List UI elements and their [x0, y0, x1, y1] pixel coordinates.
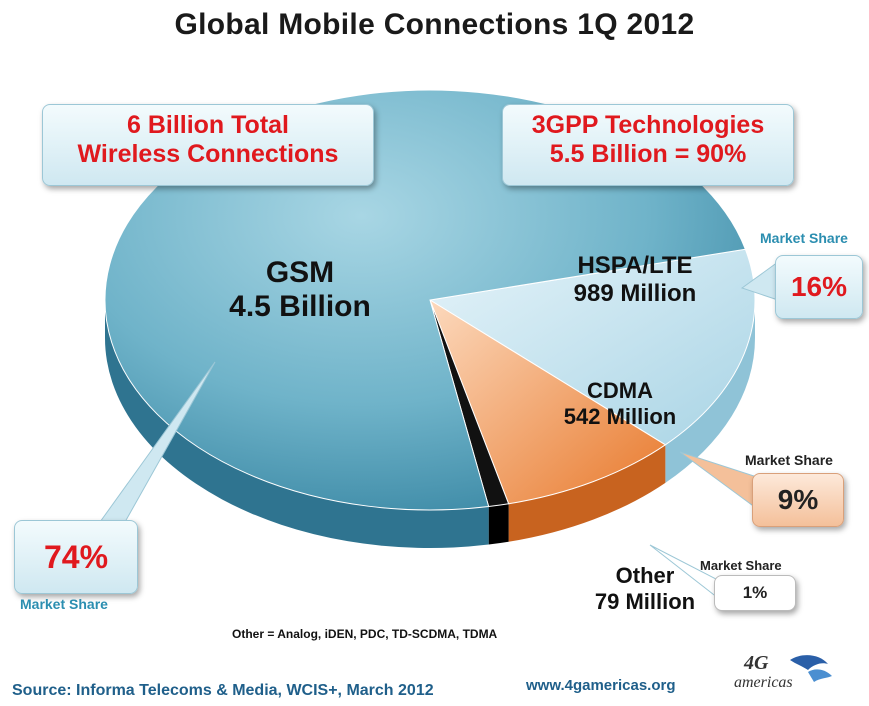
hspa-value: 989 Million — [573, 280, 697, 307]
other-footnote: Other = Analog, iDEN, PDC, TD-SCDMA, TDM… — [232, 627, 498, 641]
other-share-box: 1% — [714, 575, 796, 611]
hspa-name: HSPA/LTE — [577, 252, 693, 279]
3gpp-callout-line2: 5.5 Billion = 90% — [549, 140, 747, 168]
gsm-share: 74% — [43, 539, 109, 575]
hspa-share: 16% — [790, 271, 848, 302]
total-callout-line2: Wireless Connections — [77, 140, 339, 168]
logo-4g: 4G — [744, 652, 769, 674]
total-callout-line1: 6 Billion Total — [126, 111, 290, 139]
other-name: Other — [615, 563, 675, 588]
gsm-market-share-label: Market Share — [20, 596, 108, 612]
logo-americas: americas — [734, 674, 793, 691]
4g-americas-logo: 4G americas — [728, 648, 838, 700]
hspa-label: HSPA/LTE 989 Million — [535, 252, 735, 308]
globe-icon — [790, 655, 832, 682]
gsm-name: GSM — [265, 256, 335, 289]
chart-title: Global Mobile Connections 1Q 2012 — [174, 8, 695, 41]
pie-side-cdma — [508, 444, 666, 542]
pie-side-gsm — [105, 300, 489, 548]
cdma-value: 542 Million — [563, 404, 677, 429]
pie-slice-cdma — [429, 298, 667, 505]
gsm-value: 4.5 Billion — [229, 290, 371, 323]
other-share: 1% — [742, 583, 768, 602]
other-label: Other 79 Million — [575, 563, 715, 615]
cdma-share: 9% — [777, 484, 819, 515]
gsm-share-box: 74% — [14, 520, 138, 594]
3gpp-callout-line1: 3GPP Technologies — [531, 111, 765, 139]
source-text: Source: Informa Telecoms & Media, WCIS+,… — [12, 682, 434, 699]
cdma-name: CDMA — [587, 378, 653, 403]
total-connections-callout: 6 Billion Total Wireless Connections — [42, 104, 374, 186]
hspa-share-box: 16% — [775, 255, 863, 319]
website-url[interactable]: www.4gamericas.org — [526, 677, 676, 694]
pie-slice-hspalte — [428, 248, 756, 446]
gsm-label: GSM 4.5 Billion — [200, 256, 400, 324]
hspa-market-share-label: Market Share — [760, 230, 848, 246]
other-market-share-label: Market Share — [700, 558, 782, 573]
pie-side-other — [488, 503, 509, 545]
cdma-share-box: 9% — [752, 473, 844, 527]
pie-side-hspalte — [665, 300, 755, 483]
cdma-market-share-label: Market Share — [745, 452, 833, 468]
3gpp-callout: 3GPP Technologies 5.5 Billion = 90% — [502, 104, 794, 186]
other-value: 79 Million — [594, 589, 696, 614]
cdma-label: CDMA 542 Million — [535, 378, 705, 430]
